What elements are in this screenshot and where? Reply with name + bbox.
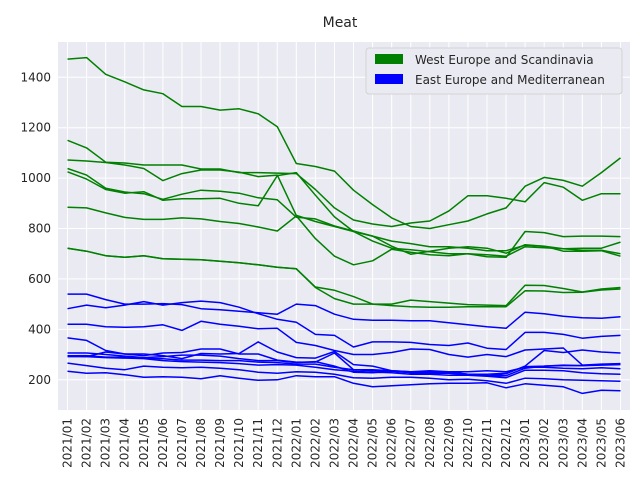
legend-label-west: West Europe and Scandinavia [415,53,594,67]
series-line-15 [67,355,621,379]
series-layer [67,56,621,395]
x-tick-label: 2021/01 [61,418,75,468]
x-tick-label: 2022/12 [499,418,513,468]
series-line-14 [67,354,621,377]
series-line-18 [67,370,621,395]
series-line-17 [67,362,621,385]
x-tick-label: 2021/12 [270,418,284,468]
x-tick-label: 2022/01 [289,418,303,468]
chart-title: Meat [323,15,358,31]
series-line-1 [67,56,621,230]
x-tick-label: 2023/02 [537,418,551,468]
y-tick-label: 1400 [20,70,51,84]
x-tick-label: 2022/10 [461,418,475,468]
x-tick-label: 2023/04 [575,418,589,468]
x-tick-label: 2021/02 [80,418,94,468]
series-line-11 [67,320,621,366]
x-tick-label: 2022/05 [366,418,380,468]
series-line-2 [67,139,621,228]
legend: West Europe and Scandinavia East Europe … [365,47,623,95]
x-tick-label: 2023/05 [594,418,608,468]
legend-label-east: East Europe and Mediterranean [415,73,605,87]
x-tick-label: 2022/07 [404,418,418,468]
x-tick-label: 2021/04 [118,418,132,468]
x-tick-label: 2021/06 [156,418,170,468]
y-tick-label: 1000 [20,171,51,185]
x-tick-label: 2022/11 [480,418,494,468]
x-tick-label: 2021/05 [137,418,151,468]
y-tick-label: 600 [28,272,51,286]
x-tick-label: 2021/10 [232,418,246,468]
y-tick-label: 800 [28,222,51,236]
x-tick-label: 2022/02 [308,418,322,468]
series-line-9 [67,293,621,330]
legend-frame [365,47,623,95]
x-axis-ticks: 2021/01 2021/02 2021/03 2021/04 2021/05 2021/… [61,418,628,468]
legend-swatch-east [375,74,403,84]
series-line-8 [67,247,621,307]
x-tick-label: 2021/07 [175,418,189,468]
y-tick-label: 400 [28,322,51,336]
x-tick-label: 2022/04 [347,418,361,468]
x-tick-label: 2021/11 [251,418,265,468]
x-tick-label: 2023/06 [613,418,627,468]
x-tick-label: 2021/08 [194,418,208,468]
x-tick-label: 2022/08 [423,418,437,468]
y-tick-label: 200 [28,373,51,387]
y-axis-ticks: 200 400 600 800 1000 1200 1400 [20,70,51,386]
series-line-6 [67,206,621,266]
x-tick-label: 2022/09 [442,418,456,468]
plot-background [58,42,630,410]
x-tick-label: 2021/09 [213,418,227,468]
series-line-16 [67,341,621,377]
x-tick-label: 2021/03 [99,418,113,468]
series-line-5 [67,171,621,259]
x-tick-label: 2023/03 [556,418,570,468]
y-tick-label: 1200 [20,121,51,135]
x-tick-label: 2023/01 [518,418,532,468]
x-tick-label: 2022/06 [385,418,399,468]
legend-swatch-west [375,54,403,64]
series-line-10 [67,300,621,351]
x-tick-label: 2022/03 [327,418,341,468]
